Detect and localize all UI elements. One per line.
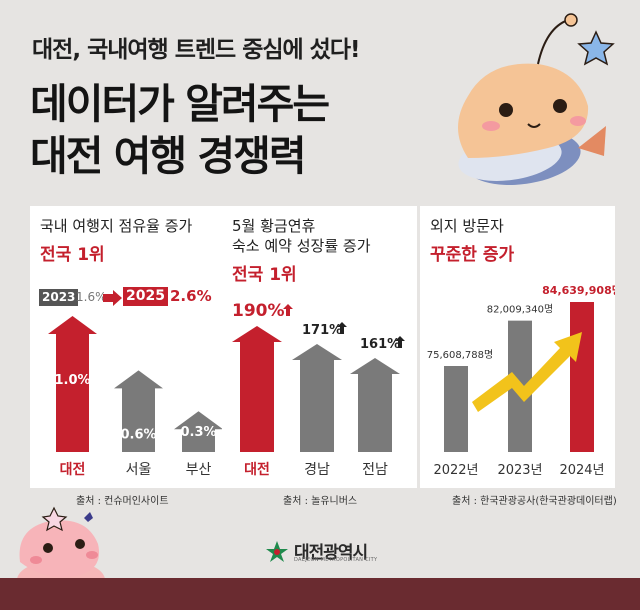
value-label: 1.0% — [54, 373, 90, 388]
card1-title: 국내 여행지 점유율 증가 — [40, 217, 193, 235]
city-logo: 대전광역시 DAEJEON METROPOLITAN CITY — [264, 538, 377, 563]
comparison-to-value: 2.6% — [170, 287, 212, 305]
chart-booking-growth: 190% 대전 171% 경남 161% 전남 — [232, 301, 405, 478]
comparison-from-value: 1.6% — [76, 290, 107, 304]
value-label: 82,009,340명 — [487, 304, 553, 316]
footer-band — [0, 578, 640, 610]
mascot-rocket-illustration — [458, 13, 615, 185]
bar-부산 — [174, 411, 223, 452]
chart-visitors: 75,608,788명 2022년 82,009,340명 2023년 84,639,9… — [427, 283, 615, 478]
subtitle: 대전, 국내여행 트렌드 중심에 섰다! — [32, 37, 360, 63]
category-label: 전남 — [362, 462, 388, 478]
category-label: 경남 — [304, 462, 330, 478]
category-label: 2024년 — [559, 463, 604, 478]
value-label: 190% — [232, 301, 285, 321]
card1-highlight: 전국 1위 — [40, 245, 105, 265]
title-line-1: 데이터가 알려주는 — [30, 80, 330, 128]
value-label: 171% — [302, 323, 342, 338]
trend-arrow-icon — [472, 332, 582, 412]
source-1: 출처 : 컨슈머인사이트 — [76, 496, 169, 507]
card3-highlight: 꾸준한 증가 — [430, 245, 515, 265]
category-label: 서울 — [126, 462, 152, 478]
card2-title-line-2: 숙소 예약 성장률 증가 — [232, 237, 371, 255]
value-label: 84,639,908명 — [542, 283, 615, 297]
source-2: 출처 : 놀유니버스 — [283, 496, 358, 507]
bar-서울 — [114, 370, 163, 452]
bar-경남 — [292, 344, 342, 452]
category-label: 대전 — [244, 461, 270, 478]
bar-대전 — [48, 316, 97, 452]
category-label: 2023년 — [497, 463, 542, 478]
up-arrow-icon — [395, 336, 405, 348]
bar-전남 — [350, 358, 400, 452]
comparison-to-year: 2025 — [123, 287, 168, 306]
city-name-english: DAEJEON METROPOLITAN CITY — [294, 557, 378, 563]
value-label: 75,608,788명 — [427, 349, 493, 361]
card2-highlight: 전국 1위 — [232, 265, 297, 285]
source-3: 출처 : 한국관광공사(한국관광데이터랩) — [452, 496, 617, 507]
page-title: 데이터가 알려주는 대전 여행 경쟁력 — [30, 78, 330, 182]
value-label: 161% — [360, 337, 400, 352]
up-arrow-icon — [337, 322, 347, 334]
title-line-2: 대전 여행 경쟁력 — [30, 132, 307, 180]
comparison-from-year: 2023 — [39, 289, 79, 306]
comparison-arrow-icon — [103, 290, 122, 306]
card2-title: 5월 황금연휴 숙소 예약 성장률 증가 — [232, 216, 371, 256]
category-label: 부산 — [186, 462, 212, 478]
chart-domestic-share: 1.0% 대전 0.6% 서울 0.3% 부산 — [48, 316, 223, 478]
up-arrow-icon — [283, 304, 293, 316]
value-label: 0.6% — [120, 427, 156, 442]
daejeon-emblem-icon — [266, 540, 288, 562]
value-label: 0.3% — [180, 425, 216, 440]
category-label: 2022년 — [433, 463, 478, 478]
card3-title: 외지 방문자 — [430, 217, 504, 235]
bar-대전 — [232, 326, 282, 452]
city-name: 대전광역시 — [294, 543, 368, 563]
card2-title-line-1: 5월 황금연휴 — [232, 217, 316, 235]
bar-2024년 — [570, 302, 594, 452]
bar-2022년 — [444, 366, 468, 452]
category-label: 대전 — [60, 461, 86, 478]
